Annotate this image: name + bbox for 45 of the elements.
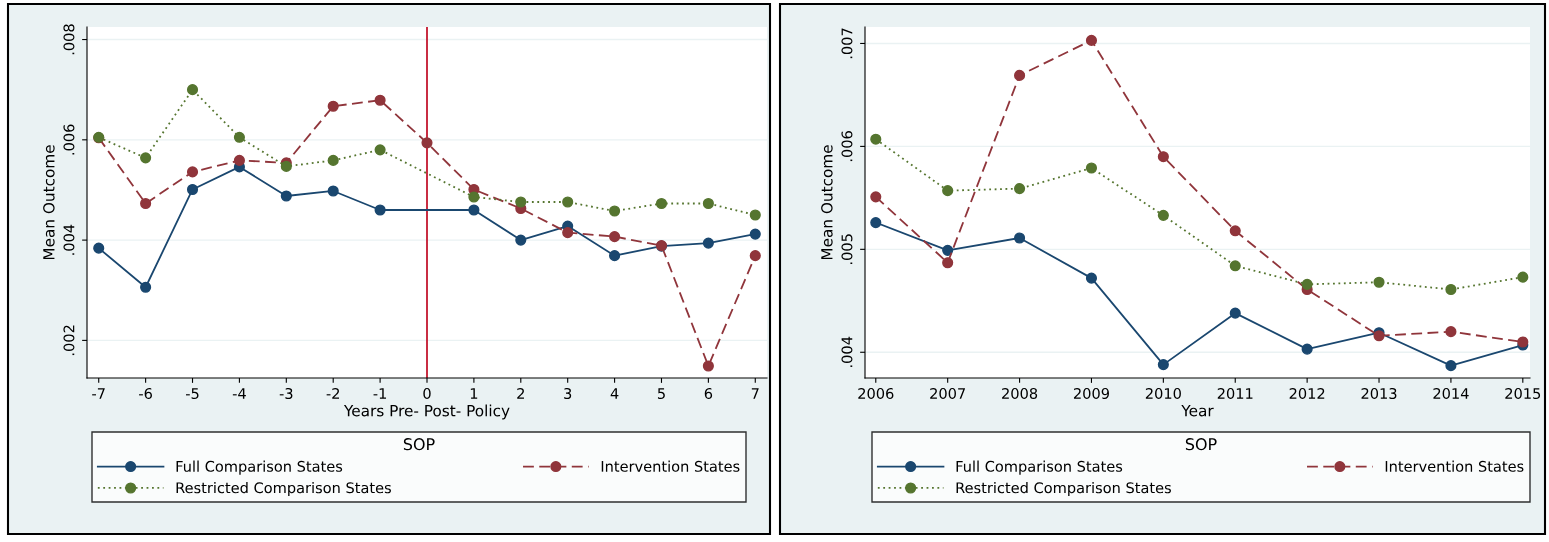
x-tick-label: 6 [704,387,713,400]
y-tick-label: .004 [63,224,75,255]
legend-label: Full Comparison States [956,460,1123,475]
legend-label: Full Comparison States [176,460,343,475]
x-tick-label: -7 [92,388,105,399]
y-tick-label: .008 [63,24,75,55]
x-tick-label: 2012 [1289,387,1325,400]
x-tick-label: -4 [232,388,246,399]
x-tick-label: 1 [470,388,478,399]
x-tick-label: 2006 [858,387,894,400]
y-tick-label: .002 [63,325,75,356]
legend-title: SOP [1185,438,1217,451]
x-tick-label: 2008 [1002,387,1038,400]
x-tick-label: 7 [751,388,759,399]
x-tick-label: -1 [373,388,387,399]
legend-label: Restricted Comparison States [956,481,1171,497]
x-tick-label: -5 [185,388,199,400]
x-tick-label: 3 [564,387,572,400]
x-tick-label: -2 [326,387,340,399]
x-tick-label: 2010 [1145,387,1181,400]
y-tick-label: .005 [841,234,853,265]
y-axis-title: Mean Outcome [43,145,55,260]
x-tick-label: -6 [139,387,152,400]
x-tick-label: 2007 [930,387,965,400]
y-tick-label: .007 [841,28,853,59]
x-axis-title: Year [1181,405,1214,417]
x-tick-label: 2 [517,387,524,399]
x-tick-label: 5 [657,388,665,400]
legend-label: Restricted Comparison States [176,481,391,497]
x-tick-label: 2014 [1433,387,1469,400]
legend-label: Intervention States [1385,460,1524,472]
legend-label: Intervention States [601,460,740,472]
y-tick-label: .004 [841,336,853,367]
x-tick-label: 2009 [1073,387,1109,400]
x-tick-label: 4 [610,388,619,399]
x-tick-label: 2015 [1505,387,1541,400]
legend-title: SOP [403,438,435,451]
x-tick-label: 2013 [1361,387,1397,400]
x-tick-label: 0 [423,387,431,400]
y-tick-label: .006 [63,124,75,155]
x-tick-label: 2011 [1217,387,1253,400]
x-tick-label: -3 [279,387,293,400]
y-axis-title: Mean Outcome [821,145,833,260]
x-axis-title: Years Pre- Post- Policy [343,404,510,420]
y-tick-label: .006 [841,131,853,162]
